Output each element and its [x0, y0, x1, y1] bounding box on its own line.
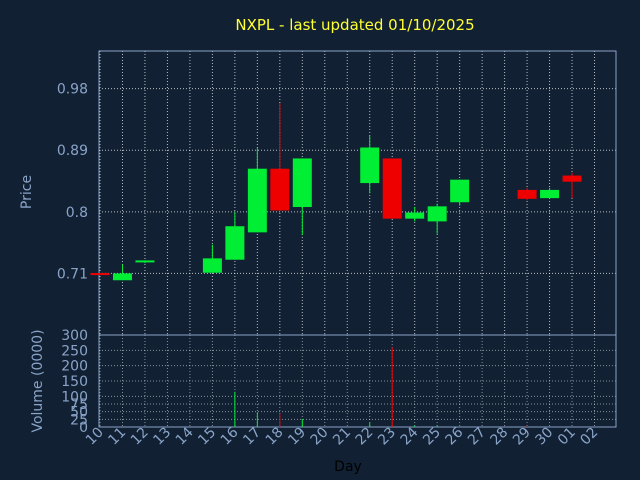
- x-ticks: 1011121314151617181920212223242526272829…: [83, 424, 601, 448]
- price-panel-frame: [98, 50, 617, 336]
- price-y-tick-label: 0.8: [66, 205, 88, 221]
- x-tick-label: 01: [555, 425, 579, 449]
- x-tick-label: 23: [375, 425, 399, 449]
- x-tick-label: 17: [240, 425, 264, 449]
- x-tick-label: 27: [465, 425, 489, 449]
- candle-body-up: [540, 189, 560, 199]
- x-tick-label: 14: [173, 424, 197, 448]
- volume-y-tick-label: 0: [79, 420, 88, 436]
- x-tick-label: 29: [510, 425, 534, 449]
- volume-y-tick-label: 200: [61, 359, 88, 375]
- candle-body-down: [270, 168, 290, 211]
- x-tick-label: 24: [398, 424, 422, 448]
- volume-y-tick-label: 250: [61, 343, 88, 359]
- candle-body-up: [247, 168, 267, 233]
- x-tick-label: 25: [420, 425, 444, 449]
- price-y-tick-label: 0.89: [57, 143, 88, 159]
- x-tick-label: 02: [577, 425, 601, 449]
- x-tick-label: 22: [353, 425, 377, 449]
- x-tick-label: 12: [128, 425, 152, 449]
- candle-body-up: [225, 226, 245, 260]
- volume-y-tick-label: 25: [70, 412, 88, 428]
- volume-y-tick-label: 300: [61, 328, 88, 344]
- candle-body-up: [360, 147, 380, 184]
- volume-bars: [234, 347, 551, 427]
- x-tick-label: 28: [488, 425, 512, 449]
- volume-grid: [99, 335, 616, 427]
- volume-y-tick-label: 100: [61, 389, 88, 405]
- candle-body-up: [450, 179, 470, 203]
- candle-body-up: [292, 158, 312, 208]
- x-tick-label: 15: [195, 425, 219, 449]
- x-axis-label: Day: [334, 459, 362, 475]
- candle-body-up: [202, 258, 222, 273]
- candle-body-up: [405, 212, 425, 219]
- x-tick-label: 30: [532, 425, 556, 449]
- candle-body-up: [427, 206, 447, 222]
- x-tick-label: 20: [308, 425, 332, 449]
- price-y-ticks: 0.71 0.8 0.89 0.98: [57, 82, 88, 283]
- volume-axis-label: Volume (0000): [30, 329, 46, 432]
- chart-title: NXPL - last updated 01/10/2025: [235, 16, 474, 34]
- x-tick-label: 21: [330, 425, 354, 449]
- x-tick-label: 18: [263, 425, 287, 449]
- price-grid: [99, 51, 616, 335]
- candlesticks: [90, 103, 582, 281]
- candle-body-up: [112, 273, 132, 281]
- candle-body-down: [517, 189, 537, 199]
- x-tick-label: 26: [443, 424, 467, 448]
- candle-body-down: [562, 175, 582, 182]
- price-y-tick-label: 0.71: [57, 266, 88, 282]
- volume-panel-frame: [98, 334, 617, 428]
- candle-body-down: [382, 158, 402, 219]
- x-tick-label: 11: [105, 425, 129, 449]
- candle-body-down: [90, 273, 110, 276]
- volume-y-tick-label: 50: [70, 405, 88, 421]
- volume-y-tick-label: 75: [70, 397, 88, 413]
- x-tick-label: 19: [285, 425, 309, 449]
- x-tick-label: 16: [218, 424, 242, 448]
- price-y-tick-label: 0.98: [57, 82, 88, 98]
- volume-y-tick-label: 150: [61, 374, 88, 390]
- price-axis-label: Price: [19, 175, 35, 209]
- x-tick-label: 13: [150, 425, 174, 449]
- candle-body-up: [135, 260, 155, 263]
